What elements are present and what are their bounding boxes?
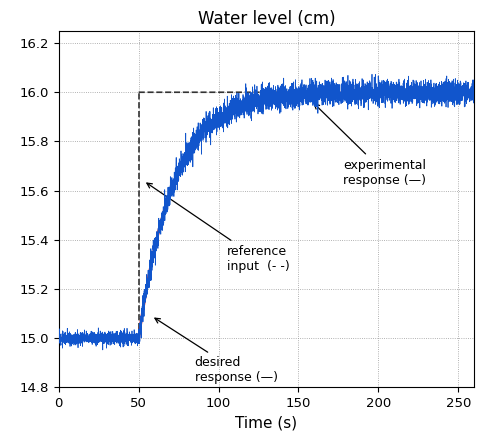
Text: desired
response (—): desired response (—) — [155, 318, 277, 385]
X-axis label: Time (s): Time (s) — [235, 415, 297, 430]
Text: reference
input  (- -): reference input (- -) — [146, 183, 289, 273]
Text: experimental
response (—): experimental response (—) — [314, 104, 426, 187]
Title: Water level (cm): Water level (cm) — [197, 10, 335, 28]
